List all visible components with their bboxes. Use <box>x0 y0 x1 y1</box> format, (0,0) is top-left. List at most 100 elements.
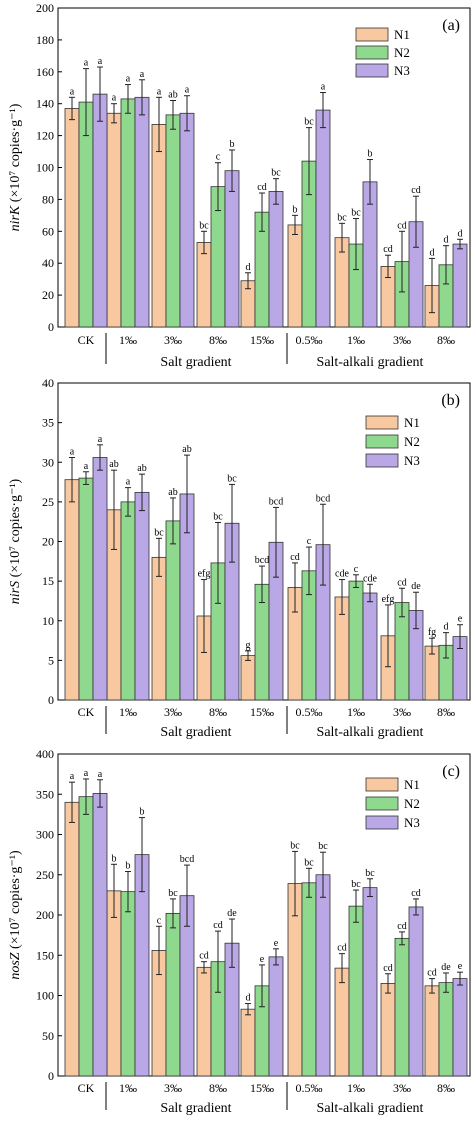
y-axis-title: nirS (×10⁷ copies·g⁻¹) <box>8 478 23 604</box>
y-tick-label: 25 <box>42 495 54 509</box>
significance-label: ab <box>137 463 146 474</box>
bar-n1 <box>196 242 212 328</box>
significance-label: cde <box>335 569 349 580</box>
bar-n3 <box>224 170 240 328</box>
significance-label: a <box>126 477 131 488</box>
category-label: 1‰ <box>119 705 137 719</box>
category-label: 15‰ <box>250 705 274 719</box>
significance-label: c <box>157 915 162 926</box>
y-tick-label: 120 <box>36 129 54 143</box>
category-label: 8‰ <box>437 1081 455 1095</box>
significance-label: bc <box>290 840 300 851</box>
bar-n2 <box>348 580 364 701</box>
significance-label: a <box>84 461 89 472</box>
significance-label: cd <box>411 888 420 899</box>
group-label: Salt gradient <box>160 725 231 740</box>
significance-label: e <box>458 961 463 972</box>
significance-label: bc <box>199 220 209 231</box>
panel-tag: (a) <box>442 17 460 34</box>
significance-label: a <box>98 56 103 67</box>
bar-n1 <box>424 985 440 1077</box>
significance-label: cde <box>363 573 377 584</box>
legend-label-n3: N3 <box>404 815 420 830</box>
significance-label: bc <box>304 857 314 868</box>
y-tick-label: 250 <box>36 868 54 882</box>
significance-label: bc <box>318 841 328 852</box>
bar-n1 <box>240 1008 256 1077</box>
significance-label: d <box>444 622 449 633</box>
category-label: 0.5‰ <box>296 705 323 719</box>
y-tick-label: 15 <box>42 574 54 588</box>
y-tick-label: 100 <box>36 989 54 1003</box>
y-tick-label: 0 <box>48 1069 54 1083</box>
significance-label: bc <box>365 868 375 879</box>
bar-n3 <box>315 109 331 328</box>
group-label: Salt gradient <box>160 1101 231 1116</box>
significance-label: b <box>230 139 235 150</box>
bar-n1 <box>64 801 80 1077</box>
significance-label: ab <box>182 444 191 455</box>
y-tick-label: 150 <box>36 948 54 962</box>
significance-label: cd <box>411 185 420 196</box>
significance-label: a <box>70 86 75 97</box>
significance-label: cd <box>383 963 392 974</box>
legend-label-n1: N1 <box>404 415 420 430</box>
significance-label: b <box>293 204 298 215</box>
y-axis-title-gene: nirK <box>8 205 23 231</box>
y-axis-title-units: (×10⁷ copies·g⁻¹) <box>8 850 23 952</box>
group-label: Salt gradient <box>160 355 231 370</box>
category-label: CK <box>78 705 95 719</box>
panel-tag: (c) <box>442 763 460 780</box>
bar-n3 <box>268 956 284 1077</box>
panel-c: 0 50 100 150 200 250 300 350 400 nosZ (×10⁷ copie… <box>8 747 471 1116</box>
significance-label: a <box>140 69 145 80</box>
bar-n2 <box>301 882 317 1077</box>
significance-label: bcd <box>316 493 330 504</box>
bar-n2 <box>120 501 136 701</box>
bar-n2 <box>438 982 454 1077</box>
bar-n3 <box>452 243 468 328</box>
bar-n1 <box>240 655 256 701</box>
y-tick-label: 0 <box>48 320 54 334</box>
y-tick-label: 20 <box>42 535 54 549</box>
significance-label: e <box>260 954 265 965</box>
legend-swatch-n3 <box>365 815 399 830</box>
category-label: 3‰ <box>164 1081 182 1095</box>
significance-label: cd <box>397 577 406 588</box>
bar-n2 <box>394 937 410 1077</box>
significance-label: cd <box>427 968 436 979</box>
significance-label: bc <box>227 473 237 484</box>
category-label: 15‰ <box>250 333 274 347</box>
legend-swatch-n2 <box>365 796 399 811</box>
bar-n1 <box>380 983 396 1077</box>
y-axis-title: nirK (×10⁷ copies·g⁻¹) <box>8 103 23 231</box>
y-tick-label: 5 <box>48 653 54 667</box>
bar-n3 <box>362 592 378 701</box>
significance-label: cd <box>397 220 406 231</box>
bar-n3 <box>315 874 331 1077</box>
y-tick-label: 50 <box>42 1029 54 1043</box>
significance-label: c <box>354 564 359 575</box>
bar-n3 <box>134 491 150 701</box>
y-tick-label: 350 <box>36 787 54 801</box>
bar-n1 <box>64 479 80 701</box>
category-label: 1‰ <box>347 1081 365 1095</box>
bar-n1 <box>334 967 350 1077</box>
significance-label: bcd <box>269 496 283 507</box>
y-tick-label: 200 <box>36 908 54 922</box>
legend-label-n2: N2 <box>404 434 420 449</box>
bar-n2 <box>78 477 94 701</box>
bar-n3 <box>362 887 378 1077</box>
y-tick-label: 100 <box>36 161 54 175</box>
significance-label: d <box>246 262 251 273</box>
category-label: 0.5‰ <box>296 1081 323 1095</box>
bar-n3 <box>134 96 150 328</box>
y-tick-label: 300 <box>36 828 54 842</box>
category-label: 3‰ <box>164 705 182 719</box>
y-tick-label: 40 <box>42 376 54 390</box>
category-label: 3‰ <box>164 333 182 347</box>
bar-n1 <box>151 556 167 701</box>
legend-swatch-n2 <box>355 45 389 60</box>
category-label: 0.5‰ <box>296 333 323 347</box>
